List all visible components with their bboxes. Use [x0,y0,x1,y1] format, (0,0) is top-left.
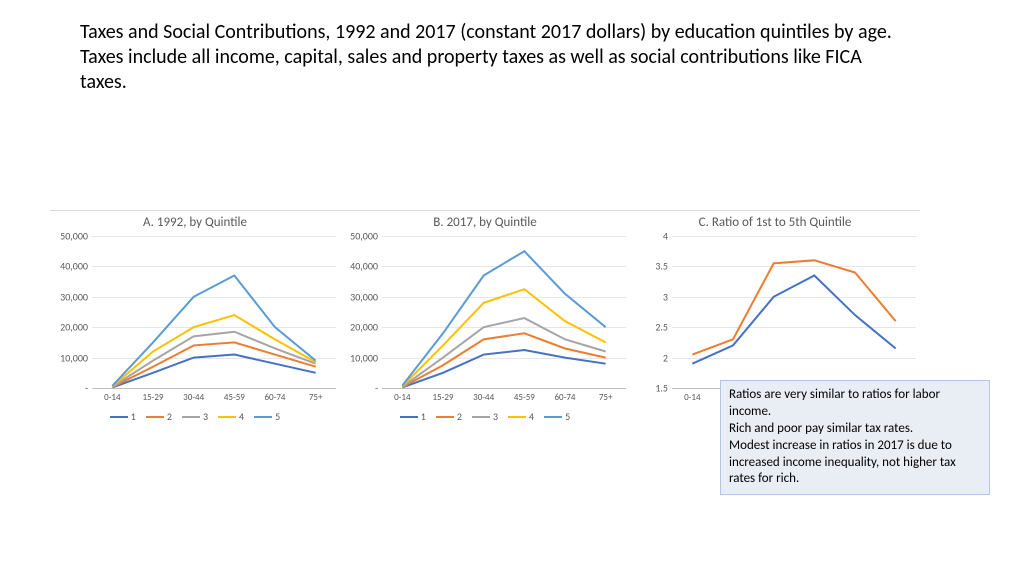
legend-label: 2 [457,410,462,423]
y-tick-label: 3.5 [655,260,668,273]
y-tick-label: 4 [663,230,668,243]
x-tick-label: 75+ [309,392,323,403]
legend-label: 2 [167,410,172,423]
y-tick-label: 30,000 [60,290,88,303]
legend-item: 4 [508,410,534,423]
x-tick-label: 45-59 [514,392,535,403]
x-tick-label: 15-29 [142,392,163,403]
legend-swatch [254,416,272,418]
legend-label: 5 [275,410,280,423]
legend-swatch [146,416,164,418]
series-line [402,333,605,387]
chart-title: A. 1992, by Quintile [50,211,340,232]
x-tick-label: 0-14 [394,392,410,403]
legend-label: 5 [565,410,570,423]
x-tick-label: 45-59 [224,392,245,403]
legend-item: 5 [254,410,280,423]
legend-item: 4 [218,410,244,423]
chart-title: C. Ratio of 1st to 5th Quintile [630,211,920,232]
legend-item: 2 [436,410,462,423]
legend-swatch [400,416,418,418]
legend-item: 1 [400,410,426,423]
legend: 1 2 3 4 5 [340,410,630,423]
legend-swatch [436,416,454,418]
callout-line-3: Modest increase in ratios in 2017 is due… [729,438,981,489]
series-line [112,342,315,387]
x-tick-label: 30-44 [473,392,494,403]
y-tick-label: 20,000 [350,321,378,334]
x-tick-label: 60-74 [554,392,575,403]
chart-b: B. 2017, by Quintile - 10,000 20,000 30,000 4… [340,210,630,423]
legend-item: 1 [110,410,136,423]
legend-swatch [472,416,490,418]
legend-item: 3 [182,410,208,423]
x-tick-label: 0-14 [104,392,120,403]
x-tick-label: 0-14 [684,392,700,403]
chart-a: A. 1992, by Quintile - 10,000 20,000 30,000 4… [50,210,340,423]
x-tick-label: 75+ [599,392,613,403]
legend-item: 2 [146,410,172,423]
series-line [692,260,895,354]
callout-line-2: Rich and poor pay similar tax rates. [729,421,981,438]
legend-swatch [218,416,236,418]
legend-label: 1 [421,410,426,423]
y-tick-label: - [375,382,378,395]
x-tick-label: 15-29 [432,392,453,403]
series-line [112,276,315,386]
callout-line-1: Ratios are very similar to ratios for la… [729,387,981,421]
legend-swatch [508,416,526,418]
plot: -10,00020,00030,00040,00050,0000-1415-29… [50,232,340,392]
legend-label: 1 [131,410,136,423]
y-tick-label: 50,000 [60,230,88,243]
legend-swatch [182,416,200,418]
y-tick-label: 20,000 [60,321,88,334]
plot: -10,00020,00030,00040,00050,0000-1415-29… [340,232,630,392]
legend-item: 3 [472,410,498,423]
x-tick-label: 30-44 [183,392,204,403]
title-line-2: Taxes include all income, capital, sales… [80,45,900,95]
legend-label: 3 [493,410,498,423]
series-line [692,276,895,364]
y-tick-label: 50,000 [350,230,378,243]
legend-item: 5 [544,410,570,423]
y-tick-label: 3 [663,290,668,303]
chart-title: B. 2017, by Quintile [340,211,630,232]
y-tick-label: 40,000 [60,260,88,273]
callout-box: Ratios are very similar to ratios for la… [720,380,990,495]
legend-swatch [544,416,562,418]
title-line-1: Taxes and Social Contributions, 1992 and… [80,20,900,45]
y-tick-label: 10,000 [350,351,378,364]
legend-label: 4 [529,410,534,423]
y-tick-label: 1.5 [655,382,668,395]
y-tick-label: 40,000 [350,260,378,273]
legend: 1 2 3 4 5 [50,410,340,423]
legend-label: 3 [203,410,208,423]
y-tick-label: 2 [663,351,668,364]
y-tick-label: - [85,382,88,395]
plot: 1.522.533.540-1415-2930-4445-5960-7475+ [630,232,920,392]
x-tick-label: 60-74 [264,392,285,403]
page-title-block: Taxes and Social Contributions, 1992 and… [80,20,900,95]
y-tick-label: 30,000 [350,290,378,303]
y-tick-label: 10,000 [60,351,88,364]
legend-label: 4 [239,410,244,423]
legend-swatch [110,416,128,418]
y-tick-label: 2.5 [655,321,668,334]
